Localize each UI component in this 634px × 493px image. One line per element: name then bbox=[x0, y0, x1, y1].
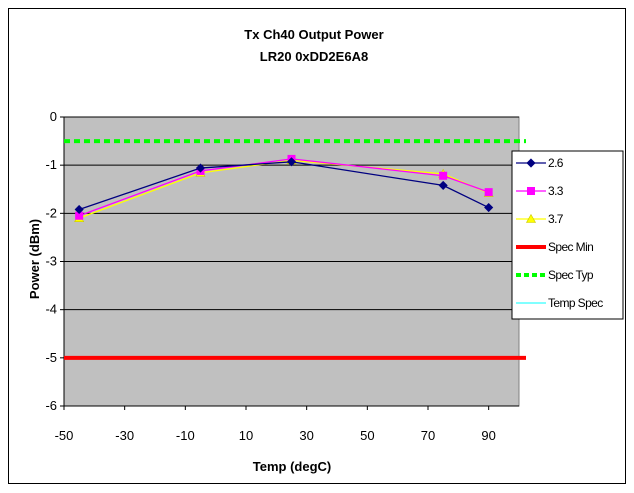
series-point-2.6 bbox=[484, 202, 494, 213]
chart-subtitle: LR20 0xDD2E6A8 bbox=[260, 49, 368, 64]
legend-label: 2.6 bbox=[548, 156, 564, 170]
series-point-2.6 bbox=[195, 163, 206, 173]
series-point-2.6 bbox=[438, 180, 448, 190]
series-point-3.3 bbox=[439, 171, 448, 180]
plot-layer: 0 -1 -2 -3 -4 -5 -6 -50 -30 -10 10 30 50 70 90 bbox=[45, 109, 526, 443]
x-tick-label: 90 bbox=[481, 428, 495, 443]
chart-title: Tx Ch40 Output Power bbox=[244, 27, 383, 42]
y-tick-label: -5 bbox=[45, 350, 57, 365]
y-tick-label: -4 bbox=[45, 302, 57, 317]
series-point-3.3 bbox=[484, 188, 493, 197]
series-point-2.6 bbox=[286, 157, 297, 167]
legend-label: Spec Typ bbox=[548, 268, 594, 282]
legend-label: 3.7 bbox=[548, 212, 564, 226]
y-tick-label: -6 bbox=[45, 398, 57, 413]
legend-box bbox=[511, 150, 624, 320]
y-tick-label: 0 bbox=[50, 109, 57, 124]
legend-marker bbox=[525, 213, 537, 223]
x-tick-label: 30 bbox=[299, 428, 313, 443]
y-axis-label: Power (dBm) bbox=[27, 219, 42, 299]
legend-marker bbox=[527, 187, 535, 195]
y-tick-label: -1 bbox=[45, 157, 57, 172]
legend-label: 3.3 bbox=[548, 184, 564, 198]
x-tick-label: 10 bbox=[239, 428, 253, 443]
y-tick-label: -2 bbox=[45, 205, 57, 220]
legend-label: Temp Spec bbox=[548, 296, 603, 310]
x-tick-label: -10 bbox=[176, 428, 195, 443]
series-point-2.6 bbox=[74, 204, 84, 215]
legend-marker bbox=[526, 158, 536, 168]
x-axis-label: Temp (degC) bbox=[253, 459, 331, 474]
x-tick-label: -50 bbox=[55, 428, 74, 443]
x-tick-label: 70 bbox=[421, 428, 435, 443]
x-tick-label: -30 bbox=[115, 428, 134, 443]
chart-svg: Tx Ch40 Output Power LR20 0xDD2E6A8 0 -1 -… bbox=[27, 27, 624, 474]
legend-label: Spec Min bbox=[548, 240, 593, 254]
y-tick-label: -3 bbox=[45, 254, 57, 269]
legend: 2.6 3.3 3.7 Spec Min Spec Typ Temp Spec bbox=[511, 150, 624, 320]
chart-area: Tx Ch40 Output Power LR20 0xDD2E6A8 0 -1 -… bbox=[8, 8, 626, 484]
x-tick-label: 50 bbox=[360, 428, 374, 443]
